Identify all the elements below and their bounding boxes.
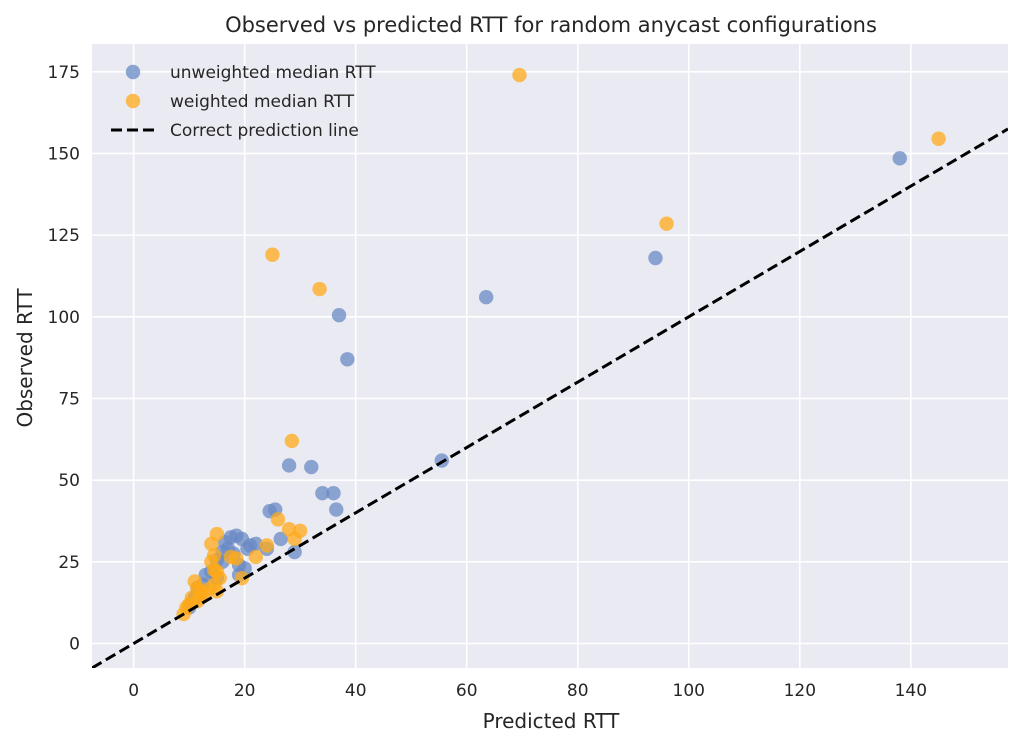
legend-item: unweighted median RTT	[125, 63, 376, 83]
data-point	[287, 531, 302, 547]
y-tick-label: 150	[48, 144, 80, 164]
legend: unweighted median RTT weighted median RTT…	[111, 63, 376, 141]
data-point	[248, 549, 263, 565]
legend-item: Correct prediction line	[111, 121, 359, 141]
data-point	[892, 151, 907, 166]
x-tick-label: 80	[567, 681, 589, 701]
y-tick-label: 100	[48, 308, 80, 328]
x-tick-label: 0	[128, 681, 139, 701]
data-point	[312, 281, 327, 297]
data-point	[478, 289, 494, 305]
x-tick-label: 20	[234, 681, 256, 701]
legend-label: Correct prediction line	[170, 121, 359, 141]
y-tick-label: 50	[58, 471, 80, 491]
legend-item: weighted median RTT	[125, 92, 355, 112]
x-axis-label: Predicted RTT	[483, 709, 621, 733]
data-point	[204, 536, 219, 552]
y-tick-label: 125	[48, 226, 80, 246]
legend-marker	[125, 93, 141, 109]
plot-content	[92, 67, 1008, 668]
legend-marker	[125, 64, 141, 80]
correct-prediction-line	[92, 127, 1008, 668]
data-point	[315, 486, 330, 501]
x-tick-label: 140	[895, 681, 927, 701]
data-point	[659, 216, 674, 231]
y-axis-label: Observed RTT	[13, 288, 37, 428]
legend-label: unweighted median RTT	[170, 63, 376, 83]
data-point	[270, 512, 286, 527]
data-point	[284, 433, 300, 449]
x-tick-label: 60	[456, 681, 478, 701]
data-point	[265, 247, 280, 262]
data-point	[259, 538, 275, 553]
x-tick-label: 100	[673, 681, 705, 701]
data-point	[229, 551, 244, 566]
data-point	[329, 502, 344, 517]
y-tick-label: 0	[69, 634, 80, 654]
x-tick-label: 40	[345, 681, 367, 701]
data-point	[273, 531, 288, 547]
data-point	[340, 352, 355, 367]
legend-label: weighted median RTT	[170, 92, 355, 112]
y-tick-label: 175	[48, 63, 80, 83]
x-tick-label: 120	[784, 681, 816, 701]
y-tick-label: 75	[58, 389, 80, 409]
data-point	[287, 544, 302, 560]
data-point	[331, 307, 347, 323]
data-point	[648, 250, 663, 266]
data-point	[281, 458, 297, 473]
data-point	[512, 67, 527, 83]
series-weighted	[176, 67, 946, 622]
tick-labels: 0 20 40 60 80 100 120 140 0 25 50 75 100 125 150 175	[48, 63, 928, 701]
data-point	[304, 459, 319, 475]
y-tick-label: 25	[58, 553, 80, 573]
data-point	[931, 131, 946, 146]
data-point	[326, 486, 341, 501]
chart-title: Observed vs predicted RTT for random any…	[225, 13, 877, 37]
